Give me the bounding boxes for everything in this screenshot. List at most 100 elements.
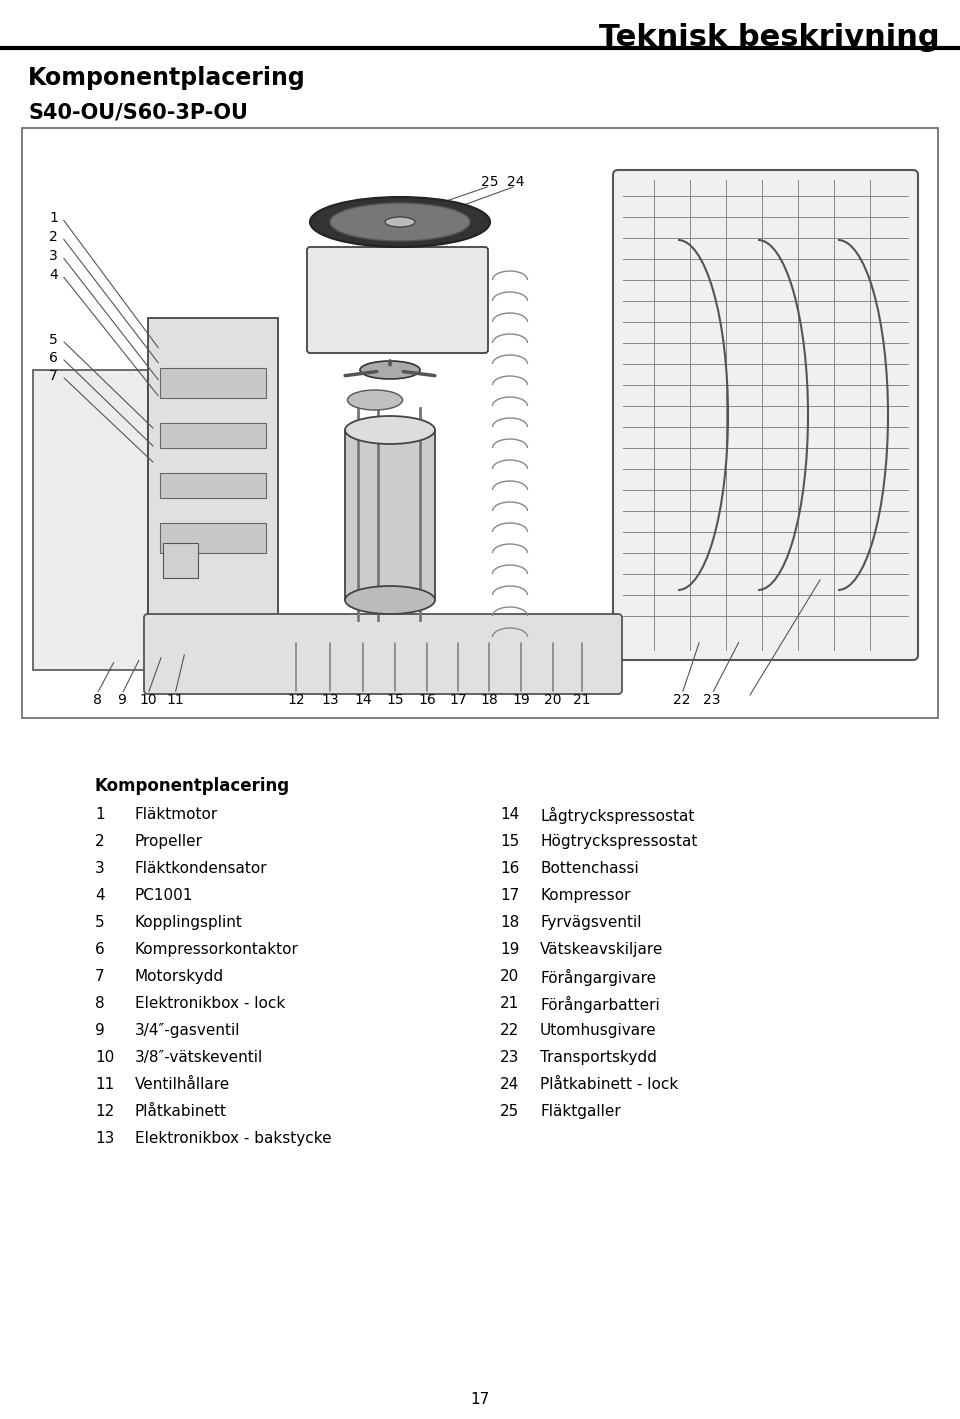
Text: 14: 14: [500, 807, 519, 822]
FancyBboxPatch shape: [307, 247, 488, 353]
FancyBboxPatch shape: [613, 170, 918, 660]
Text: 12: 12: [95, 1104, 114, 1120]
Text: 1: 1: [49, 211, 58, 226]
Text: 23: 23: [500, 1050, 519, 1066]
FancyBboxPatch shape: [144, 614, 622, 694]
Text: Vätskeavskiljare: Vätskeavskiljare: [540, 942, 663, 956]
Text: 21: 21: [500, 996, 519, 1010]
Text: 16: 16: [500, 861, 519, 876]
Text: 3: 3: [49, 248, 58, 263]
Bar: [22, 128, 938, 718]
Text: 17: 17: [449, 692, 467, 707]
Text: Transportskydd: Transportskydd: [540, 1050, 657, 1066]
FancyArrowPatch shape: [346, 372, 377, 376]
Text: Plåtkabinett - lock: Plåtkabinett - lock: [540, 1077, 679, 1093]
Text: 2: 2: [49, 230, 58, 244]
Text: Fläktkondensator: Fläktkondensator: [135, 861, 268, 876]
Text: 13: 13: [322, 692, 339, 707]
Bar: [148, 318, 278, 629]
Text: Kompressorkontaktor: Kompressorkontaktor: [135, 942, 299, 956]
Text: Kopplingsplint: Kopplingsplint: [135, 915, 243, 929]
Bar: [160, 368, 266, 397]
Text: 3/4″-gasventil: 3/4″-gasventil: [135, 1023, 241, 1039]
Text: 5: 5: [95, 915, 105, 929]
Text: Teknisk beskrivning: Teknisk beskrivning: [599, 24, 940, 53]
Text: 25: 25: [481, 175, 499, 189]
Text: 4: 4: [49, 268, 58, 282]
Ellipse shape: [345, 586, 435, 614]
Text: 10: 10: [95, 1050, 114, 1066]
Text: 19: 19: [512, 692, 530, 707]
Text: 4: 4: [95, 888, 105, 902]
Ellipse shape: [360, 360, 420, 379]
Text: S40-OU/S60-3P-OU: S40-OU/S60-3P-OU: [28, 102, 248, 122]
Text: Kompressor: Kompressor: [540, 888, 631, 902]
Text: 6: 6: [49, 350, 58, 365]
Bar: [345, 430, 435, 600]
Text: 3: 3: [95, 861, 105, 876]
Text: Motorskydd: Motorskydd: [135, 969, 224, 983]
Text: 20: 20: [500, 969, 519, 983]
Text: 10: 10: [139, 692, 156, 707]
Text: 9: 9: [95, 1023, 105, 1039]
Text: 3/8″-vätskeventil: 3/8″-vätskeventil: [135, 1050, 263, 1066]
Bar: [163, 543, 198, 578]
Text: Komponentplacering: Komponentplacering: [28, 67, 305, 89]
Text: Plåtkabinett: Plåtkabinett: [135, 1104, 227, 1120]
Text: 24: 24: [500, 1077, 519, 1093]
Text: Komponentplacering: Komponentplacering: [95, 778, 290, 795]
Text: Elektronikbox - lock: Elektronikbox - lock: [135, 996, 285, 1010]
Bar: [160, 524, 266, 553]
Ellipse shape: [330, 203, 470, 241]
Text: 9: 9: [117, 692, 127, 707]
FancyArrowPatch shape: [403, 372, 435, 376]
Text: 17: 17: [500, 888, 519, 902]
Text: 7: 7: [49, 369, 58, 383]
Text: 7: 7: [95, 969, 105, 983]
Bar: [33, 370, 148, 670]
Text: 15: 15: [500, 834, 519, 849]
Text: Förångarbatteri: Förångarbatteri: [540, 996, 660, 1013]
Ellipse shape: [310, 197, 490, 247]
Text: 5: 5: [49, 333, 58, 348]
Text: Lågtryckspressostat: Lågtryckspressostat: [540, 807, 694, 824]
Ellipse shape: [348, 390, 402, 410]
Text: 1: 1: [95, 807, 105, 822]
Text: 12: 12: [287, 692, 305, 707]
Text: Propeller: Propeller: [135, 834, 203, 849]
Text: 24: 24: [507, 175, 525, 189]
Text: 8: 8: [95, 996, 105, 1010]
Text: 13: 13: [95, 1131, 114, 1147]
Text: Förångargivare: Förångargivare: [540, 969, 656, 986]
Text: 15: 15: [386, 692, 404, 707]
Text: 11: 11: [166, 692, 184, 707]
Text: 18: 18: [500, 915, 519, 929]
Text: 20: 20: [544, 692, 562, 707]
Bar: [160, 473, 266, 498]
Text: 6: 6: [95, 942, 105, 956]
Text: Ventilhållare: Ventilhållare: [135, 1077, 230, 1093]
Text: Högtryckspressostat: Högtryckspressostat: [540, 834, 697, 849]
Text: 8: 8: [92, 692, 102, 707]
Text: 19: 19: [500, 942, 519, 956]
Text: 18: 18: [480, 692, 498, 707]
Text: 22: 22: [673, 692, 691, 707]
Text: Fläktgaller: Fläktgaller: [540, 1104, 621, 1120]
Text: Fyrvägsventil: Fyrvägsventil: [540, 915, 641, 929]
Ellipse shape: [385, 217, 415, 227]
Bar: [160, 423, 266, 448]
Text: 17: 17: [470, 1392, 490, 1408]
Text: 14: 14: [354, 692, 372, 707]
Text: 21: 21: [573, 692, 590, 707]
Text: 2: 2: [95, 834, 105, 849]
Text: 11: 11: [95, 1077, 114, 1093]
Text: 16: 16: [419, 692, 436, 707]
Text: Fläktmotor: Fläktmotor: [135, 807, 218, 822]
Text: 22: 22: [500, 1023, 519, 1039]
Text: Bottenchassi: Bottenchassi: [540, 861, 638, 876]
Text: Utomhusgivare: Utomhusgivare: [540, 1023, 657, 1039]
Text: Elektronikbox - bakstycke: Elektronikbox - bakstycke: [135, 1131, 331, 1147]
Ellipse shape: [345, 416, 435, 444]
Text: 25: 25: [500, 1104, 519, 1120]
Text: 23: 23: [704, 692, 721, 707]
